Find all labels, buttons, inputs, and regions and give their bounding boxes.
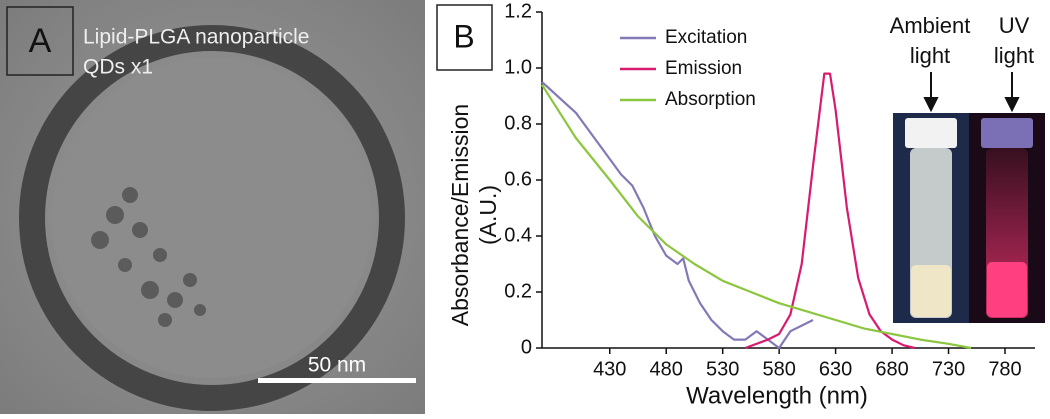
y-tick-label: 0.4 bbox=[504, 224, 532, 246]
panel-label-box bbox=[436, 4, 493, 71]
x-tick-label: 680 bbox=[875, 358, 908, 380]
x-tick-label: 530 bbox=[706, 358, 739, 380]
legend-label: Excitation bbox=[665, 27, 747, 48]
panel-label: A bbox=[29, 22, 52, 60]
x-tick-label: 480 bbox=[650, 358, 683, 380]
y-axis-label: Absorbance/Emission bbox=[447, 104, 473, 326]
quantum-dots bbox=[91, 187, 206, 327]
scale-bar bbox=[258, 378, 416, 383]
series-line bbox=[744, 72, 915, 350]
scale-bar-label: 50 nm bbox=[308, 354, 366, 377]
series-line bbox=[541, 84, 972, 350]
particle-shell bbox=[19, 25, 405, 411]
y-tick-label: 0.8 bbox=[504, 112, 532, 134]
y-tick-label: 0.6 bbox=[504, 168, 532, 190]
inset-arrows bbox=[923, 72, 1020, 113]
x-tick-label: 580 bbox=[762, 358, 795, 380]
x-tick-label: 630 bbox=[819, 358, 852, 380]
y-tick-label: 1.0 bbox=[504, 56, 532, 78]
inset-label: Ambient bbox=[890, 13, 971, 38]
x-tick-label: 730 bbox=[932, 358, 965, 380]
caption: Lipid-PLGA nanoparticle bbox=[83, 26, 309, 49]
x-tick-label: 780 bbox=[988, 358, 1021, 380]
inset-label: light bbox=[994, 43, 1034, 68]
x-tick-label: 430 bbox=[593, 358, 626, 380]
y-tick-label: 0.2 bbox=[504, 280, 532, 302]
x-axis-label: Wavelength (nm) bbox=[686, 382, 868, 409]
inset-label: UV bbox=[999, 13, 1030, 38]
series-line bbox=[541, 81, 814, 350]
y-tick-label: 1.2 bbox=[504, 0, 532, 22]
panel-label-box bbox=[6, 6, 74, 76]
y-tick-label: 0 bbox=[521, 336, 532, 358]
y-axis-label: (A.U.) bbox=[475, 185, 501, 245]
caption: QDs x1 bbox=[83, 56, 153, 79]
legend-label: Emission bbox=[665, 58, 742, 79]
inset-label: light bbox=[910, 43, 950, 68]
inset-photo bbox=[893, 113, 1045, 323]
panel-label: B bbox=[453, 18, 474, 54]
particle-core bbox=[52, 58, 372, 378]
legend-label: Absorption bbox=[665, 89, 756, 110]
